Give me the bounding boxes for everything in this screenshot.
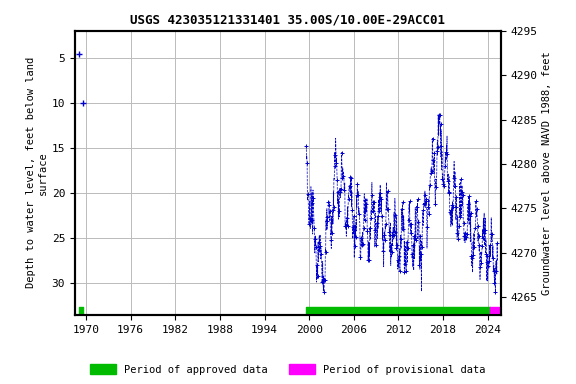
Y-axis label: Groundwater level above NAVD 1988, feet: Groundwater level above NAVD 1988, feet: [542, 51, 552, 295]
Legend: Period of approved data, Period of provisional data: Period of approved data, Period of provi…: [86, 360, 490, 379]
Title: USGS 423035121331401 35.00S/10.00E-29ACC01: USGS 423035121331401 35.00S/10.00E-29ACC…: [131, 14, 445, 27]
Y-axis label: Depth to water level, feet below land
surface: Depth to water level, feet below land su…: [26, 57, 47, 288]
